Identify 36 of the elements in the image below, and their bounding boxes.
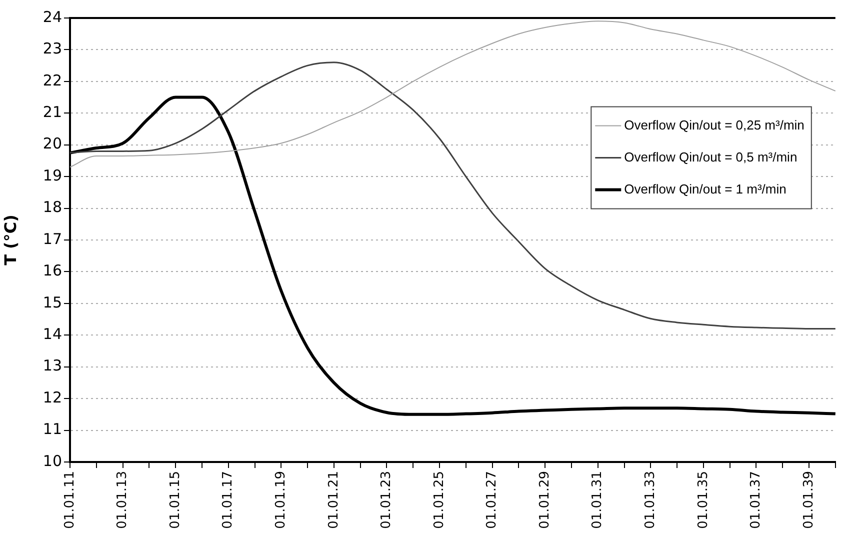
legend-label: Overflow Qin/out = 0,25 m³/min bbox=[624, 117, 804, 132]
x-tick-label: 01.01.15 bbox=[168, 471, 183, 529]
x-tick-label: 01.01.17 bbox=[220, 471, 236, 529]
x-tick-label: 01.01.21 bbox=[326, 471, 342, 529]
x-tick-label: 01.01.23 bbox=[379, 471, 394, 529]
x-tick-label: 01.01.11 bbox=[62, 471, 78, 529]
x-tick-label: 01.01.39 bbox=[801, 471, 816, 529]
y-tick-label: 18 bbox=[42, 198, 62, 216]
x-tick-label: 01.01.33 bbox=[643, 471, 658, 529]
x-tick-label: 01.01.27 bbox=[484, 471, 500, 529]
x-tick-label: 01.01.25 bbox=[432, 471, 447, 529]
x-tick-label: 01.01.19 bbox=[274, 471, 289, 529]
y-axis-title: T (°C) bbox=[0, 214, 20, 266]
y-tick-label: 10 bbox=[42, 452, 62, 470]
x-tick-label: 01.01.13 bbox=[115, 471, 130, 529]
y-tick-label: 19 bbox=[42, 166, 62, 184]
y-tick-label: 12 bbox=[42, 388, 62, 406]
y-tick-label: 14 bbox=[42, 325, 62, 344]
y-tick-label: 23 bbox=[42, 40, 62, 58]
y-tick-label: 24 bbox=[42, 8, 62, 26]
line-series bbox=[69, 62, 836, 330]
y-tick-label: 15 bbox=[42, 293, 62, 312]
y-tick-label: 17 bbox=[42, 230, 62, 248]
x-tick-label: 01.01.29 bbox=[537, 471, 552, 529]
legend-label: Overflow Qin/out = 1 m³/min bbox=[624, 181, 786, 196]
y-tick-label: 11 bbox=[42, 420, 62, 438]
y-tick-label: 22 bbox=[42, 71, 62, 90]
x-tick-label: 01.01.35 bbox=[696, 471, 711, 529]
y-tick-label: 13 bbox=[42, 356, 62, 375]
y-tick-label: 20 bbox=[42, 134, 62, 153]
x-tick-label: 01.01.37 bbox=[748, 471, 764, 529]
legend-label: Overflow Qin/out = 0,5 m³/min bbox=[624, 149, 798, 164]
x-tick-label: 01.01.31 bbox=[590, 471, 606, 529]
y-tick-label: 21 bbox=[42, 103, 62, 122]
y-tick-label: 16 bbox=[42, 262, 62, 280]
line-series bbox=[70, 20, 836, 168]
